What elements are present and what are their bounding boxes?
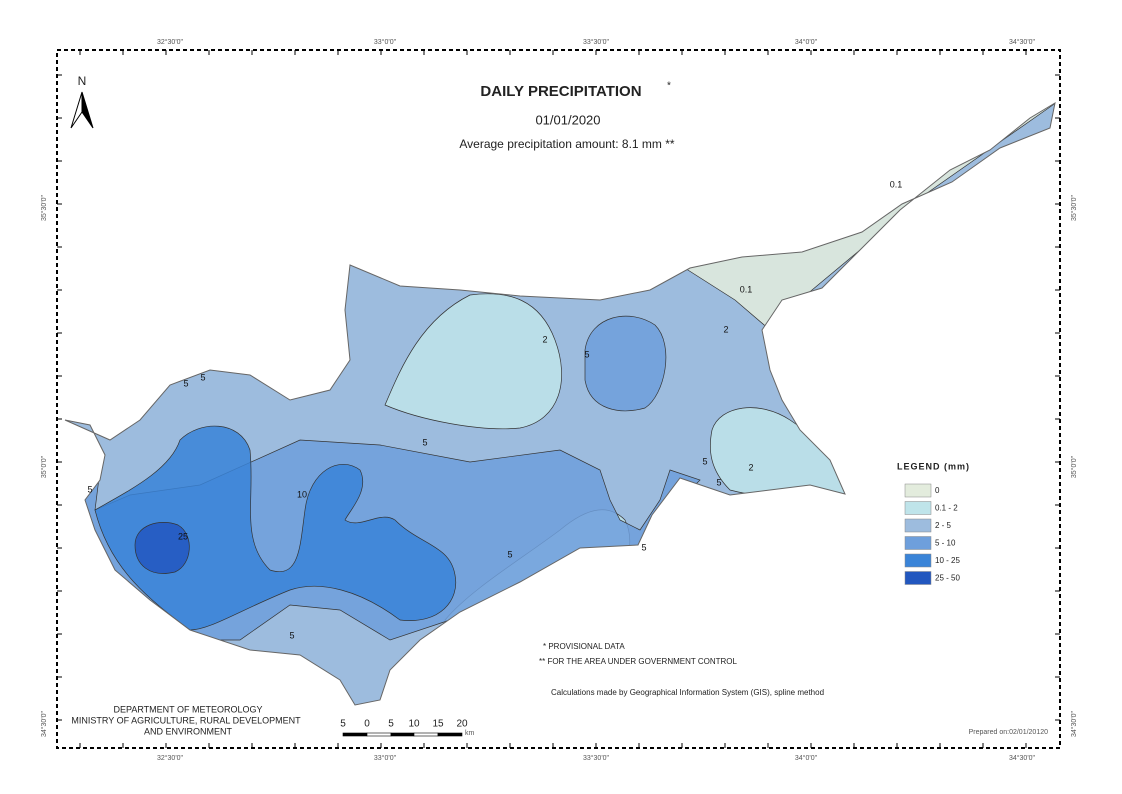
- longitude-label: 34°30'0": [1009, 754, 1036, 762]
- legend-label: 10 - 25: [935, 556, 960, 565]
- department: MINISTRY OF AGRICULTURE, RURAL DEVELOPME…: [71, 715, 301, 725]
- zone-0-1-2: [384, 293, 562, 430]
- longitude-label: 33°30'0": [583, 38, 610, 46]
- longitude-label: 33°30'0": [583, 754, 610, 762]
- contour-label: 5: [87, 484, 92, 494]
- contour-label: 5: [702, 456, 707, 466]
- scale-segment: [390, 732, 415, 737]
- latitude-label: 35°30'0": [40, 194, 48, 221]
- scale-segment: [342, 732, 368, 737]
- scale-unit: km: [465, 730, 475, 737]
- note: Calculations made by Geographical Inform…: [551, 688, 824, 697]
- legend-swatch: [904, 536, 932, 550]
- contour-label: 2: [723, 324, 728, 334]
- contour-label: 5: [641, 542, 646, 552]
- legend-title: LEGEND (mm): [897, 461, 970, 471]
- latitude-label: 35°30'0": [1070, 194, 1078, 221]
- latitude-label: 34°30'0": [1070, 710, 1078, 737]
- note: * PROVISIONAL DATA: [543, 642, 625, 651]
- average-text: Average precipitation amount: 8.1 mm **: [459, 137, 675, 151]
- scale-segment: [437, 732, 463, 737]
- contour-label: 2: [748, 462, 753, 472]
- zone-5-10: [584, 315, 667, 412]
- legend-label: 25 - 50: [935, 574, 960, 583]
- legend-swatch: [904, 553, 932, 568]
- zone-25-50: [134, 522, 190, 574]
- map-frame: [56, 49, 1061, 749]
- title-mark: *: [667, 81, 671, 92]
- contour-label: 5: [183, 378, 188, 388]
- latitude-label: 34°30'0": [40, 710, 48, 737]
- legend-label: 2 - 5: [935, 521, 952, 530]
- map-title: DAILY PRECIPITATION: [480, 83, 641, 100]
- longitude-label: 34°30'0": [1009, 38, 1036, 46]
- frame-ticks: 32°30'0" 32°30'0" 33°0'0" 33°0'0" 33°30'0" 33…: [40, 38, 1078, 762]
- contour-label: 5: [507, 549, 512, 559]
- contour-label: 5: [289, 630, 294, 640]
- legend-label: 0.1 - 2: [935, 504, 958, 513]
- north-arrow: [81, 91, 94, 129]
- scale-label: 5: [340, 719, 346, 730]
- north-label: N: [78, 74, 87, 88]
- department: AND ENVIRONMENT: [144, 726, 233, 736]
- contour-label: 25: [178, 531, 188, 541]
- contour-label: 2: [542, 334, 547, 344]
- longitude-label: 32°30'0": [157, 38, 184, 46]
- contour-label: 10: [297, 489, 307, 499]
- legend-swatch: [904, 501, 932, 515]
- longitude-label: 32°30'0": [157, 754, 184, 762]
- contour-label: 0.1: [740, 284, 753, 294]
- department: DEPARTMENT OF METEOROLOGY: [113, 704, 262, 714]
- scale-segment: [413, 732, 439, 737]
- scale-label: 5: [388, 719, 394, 730]
- latitude-label: 35°0'0": [1070, 455, 1078, 478]
- note: ** FOR THE AREA UNDER GOVERNMENT CONTROL: [539, 657, 738, 666]
- legend-swatch: [904, 571, 932, 585]
- longitude-label: 34°0'0": [795, 754, 818, 762]
- contour-label: 5: [422, 437, 427, 447]
- map-date: 01/01/2020: [535, 112, 600, 127]
- legend-label: 0: [935, 486, 940, 495]
- coastline: [64, 101, 1056, 706]
- contour-label: 5: [584, 349, 589, 359]
- latitude-label: 35°0'0": [40, 455, 48, 478]
- scale-label: 10: [408, 719, 420, 730]
- contour-label: 5: [200, 372, 205, 382]
- scale-label: 0: [364, 719, 370, 730]
- legend-swatch: [904, 518, 932, 533]
- legend-label: 5 - 10: [935, 539, 956, 548]
- legend: 0 0.1 - 2 2 - 5 5 - 10 10 - 25 25 - 50: [904, 483, 960, 585]
- prepared-date: Prepared on:02/01/20120: [969, 729, 1049, 736]
- longitude-label: 33°0'0": [374, 38, 397, 46]
- scale-label: 20: [456, 719, 468, 730]
- legend-swatch: [904, 483, 932, 498]
- longitude-label: 33°0'0": [374, 754, 397, 762]
- contour-label: 0.1: [890, 179, 903, 189]
- scale-label: 15: [432, 719, 444, 730]
- contour-label: 5: [716, 477, 721, 487]
- zone-10-25: [94, 425, 457, 631]
- longitude-label: 34°0'0": [795, 38, 818, 46]
- scale-segment: [366, 732, 392, 737]
